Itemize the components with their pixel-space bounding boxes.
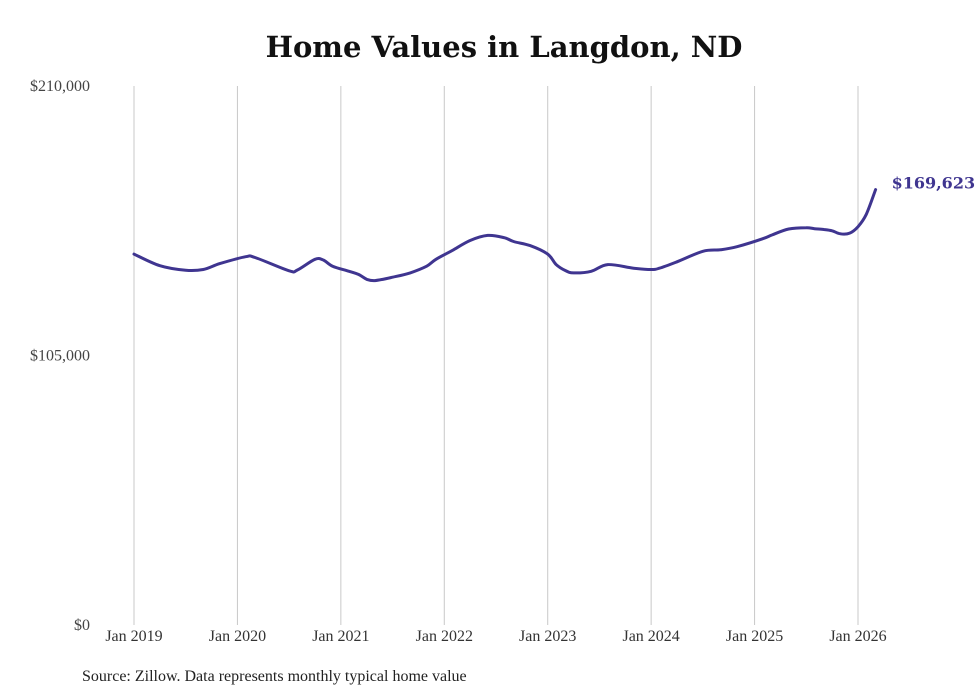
series-line-0: [132, 188, 878, 283]
y-axis-ticks: $210,000 $105,000 $0: [30, 78, 90, 634]
data-labels: $169,623: [892, 174, 976, 193]
x-axis-ticks: Jan 2019 Jan 2020 Jan 2021 Jan 2022 Jan 2023…: [105, 628, 886, 645]
x-tick-label-2020: Jan 2020: [209, 628, 266, 645]
x-tick-label-2021: Jan 2021: [312, 628, 369, 645]
y-tick-label-0: $0: [74, 617, 90, 634]
y-tick-label-210000: $210,000: [30, 78, 90, 95]
x-tick-label-2026: Jan 2026: [829, 628, 886, 645]
x-tick-label-2024: Jan 2024: [622, 628, 679, 645]
chart-title: Home Values in Langdon, ND: [265, 30, 743, 64]
x-tick-label-2022: Jan 2022: [416, 628, 473, 645]
x-tick-label-2023: Jan 2023: [519, 628, 576, 645]
y-tick-label-105000: $105,000: [30, 348, 90, 365]
x-tick-label-2019: Jan 2019: [105, 628, 162, 645]
x-tick-label-2025: Jan 2025: [726, 628, 783, 645]
vertical-gridlines: [133, 86, 859, 625]
series-group: [132, 188, 878, 283]
end-value-label: $169,623: [892, 174, 976, 193]
source-note: Source: Zillow. Data represents monthly …: [82, 668, 467, 685]
